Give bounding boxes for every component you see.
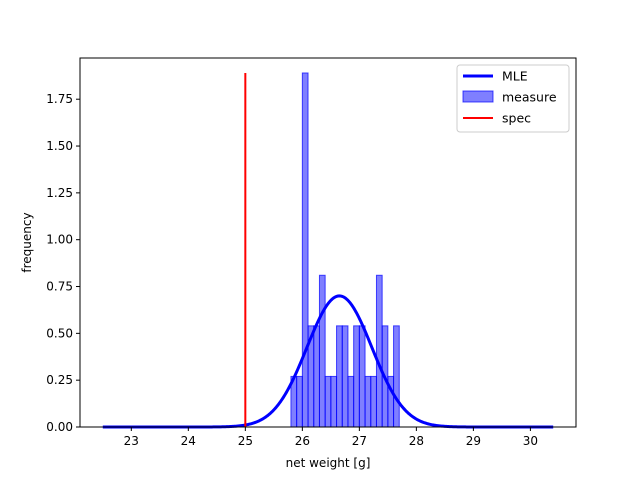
y-tick-label: 0.00 <box>46 420 73 434</box>
histogram-bar <box>375 274 383 428</box>
y-axis-ticks: 0.00 0.25 0.50 0.75 1.00 1.25 1.50 1.75 <box>46 92 80 434</box>
histogram-bar <box>296 375 303 428</box>
histogram-bar <box>318 274 326 428</box>
legend-measure-label: measure <box>502 90 557 105</box>
y-tick-label: 1.50 <box>46 139 73 153</box>
x-tick-label: 24 <box>181 434 196 448</box>
y-tick-label: 1.25 <box>46 186 73 200</box>
y-tick-label: 0.75 <box>46 280 73 294</box>
x-tick-label: 30 <box>523 434 538 448</box>
histogram-bar <box>347 375 355 428</box>
y-tick-label: 1.75 <box>46 92 73 106</box>
legend-box <box>456 64 570 133</box>
histogram-bar <box>341 325 349 428</box>
x-tick-label: 27 <box>352 434 367 448</box>
y-tick-label: 1.00 <box>46 233 73 247</box>
histogram-bar <box>370 375 377 428</box>
y-tick-label: 0.50 <box>46 326 73 340</box>
histogram-bar <box>324 375 332 428</box>
x-tick-label: 25 <box>238 434 253 448</box>
x-tick-label: 29 <box>466 434 481 448</box>
x-tick-label: 26 <box>295 434 310 448</box>
histogram-bar <box>301 72 309 428</box>
y-tick-label: 0.25 <box>46 373 73 387</box>
x-axis-label: net weight [g] <box>286 456 371 470</box>
x-axis-ticks: 23 24 25 26 27 28 29 30 <box>124 427 538 448</box>
x-tick-label: 23 <box>124 434 139 448</box>
histogram-bar <box>364 375 372 428</box>
histogram-bar <box>358 325 366 428</box>
y-axis-label: frequency <box>20 212 34 272</box>
x-tick-label: 28 <box>409 434 424 448</box>
histogram-bar <box>330 375 338 428</box>
histogram-bar <box>353 325 360 428</box>
plot-frame <box>79 57 577 428</box>
legend: MLE measure spec <box>456 64 570 133</box>
legend-measure-swatch <box>462 90 494 103</box>
histogram-bar <box>336 325 343 428</box>
legend-spec-label: spec <box>502 111 531 126</box>
histogram-bars <box>290 72 400 428</box>
histogram-bar <box>313 325 320 428</box>
histogram-bar <box>393 325 400 428</box>
legend-mle-label: MLE <box>502 69 528 84</box>
